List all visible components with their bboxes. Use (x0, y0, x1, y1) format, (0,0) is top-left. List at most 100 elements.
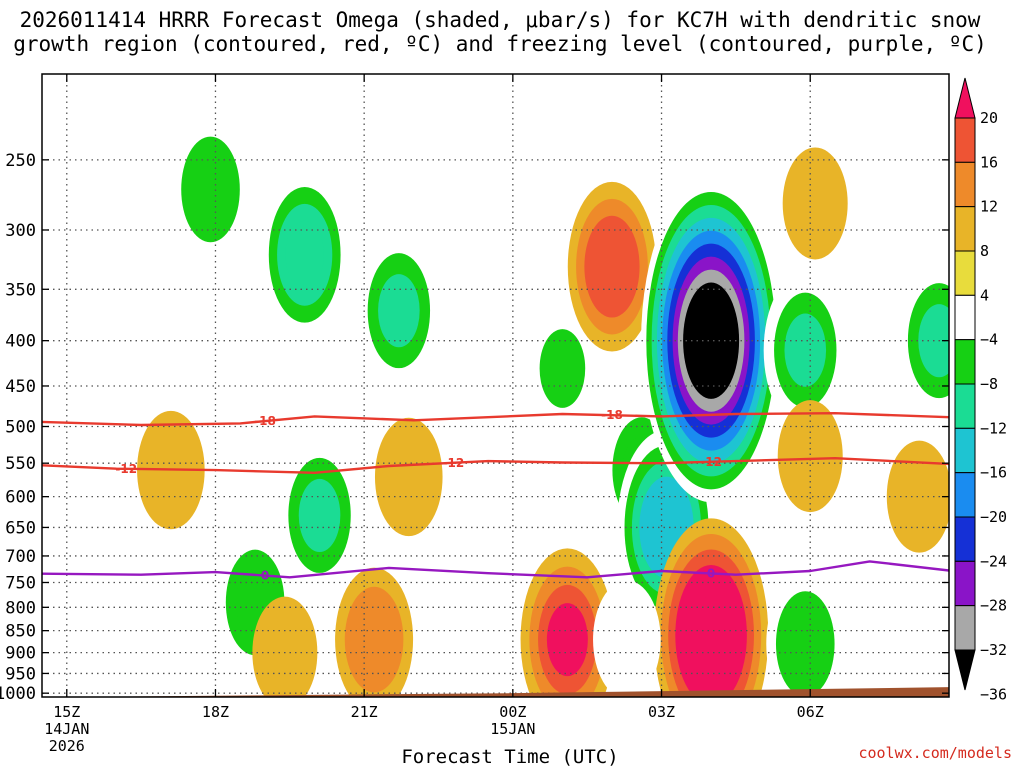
colorbar-label: −32 (980, 641, 1007, 659)
colorbar-segment (954, 560, 976, 607)
credit-text: coolwx.com/models (858, 744, 1012, 762)
omega-cell (335, 567, 414, 697)
colorbar-segment (954, 250, 976, 296)
contour-label: -18 (254, 414, 276, 428)
omega-band (784, 313, 827, 387)
y-tick-label: 550 (5, 454, 36, 474)
omega-cell (357, 232, 441, 390)
omega-band (191, 155, 231, 224)
omega-band (95, 153, 138, 225)
colorbar-label: 12 (980, 198, 998, 216)
colorbar-label: 4 (980, 286, 989, 304)
colorbar-segment (954, 427, 976, 474)
y-tick-label: 500 (5, 418, 36, 438)
omega-cell (260, 170, 349, 340)
colorbar-label: −36 (980, 685, 1007, 703)
omega-cell (82, 130, 151, 249)
colorbar-segment (954, 516, 976, 562)
omega-band (592, 232, 632, 301)
omega-cell (777, 400, 843, 513)
y-axis: 2503003504004505005506006507007508008509… (0, 151, 949, 704)
y-tick-label: 300 (5, 221, 36, 241)
omega-cell (171, 117, 250, 262)
y-tick-label: 950 (5, 664, 36, 684)
omega-cell (763, 271, 847, 429)
x-tick-label: 18Z (202, 703, 229, 721)
colorbar: 20 16 12 8 4 −4 −8 −12 −16 −20 −24 −28 −32 −36 (954, 77, 1007, 703)
colorbar-label: −4 (980, 331, 998, 349)
y-tick-label: 1000 (0, 684, 36, 704)
omega-cell (526, 302, 599, 435)
colorbar-label: −20 (980, 508, 1007, 526)
omega-cell (374, 417, 443, 537)
contour-label: -18 (601, 408, 623, 422)
omega-band (785, 610, 825, 678)
colorbar-segment (954, 294, 976, 341)
omega-band (285, 220, 324, 289)
omega-cell (520, 548, 615, 697)
contour-label: 0 (707, 567, 715, 581)
colorbar-segment (954, 339, 976, 385)
colorbar-segment (954, 117, 976, 163)
colorbar-label: 20 (980, 109, 998, 127)
colorbar-label: −16 (980, 464, 1007, 482)
contours: -18 -18 -12 -12 -12 0 0 (42, 408, 949, 583)
omega-band (546, 603, 588, 677)
y-tick-label: 750 (5, 573, 36, 593)
y-tick-label: 450 (5, 377, 36, 397)
chart-title: 2026011414 HRRR Forecast Omega (shaded, … (0, 8, 1000, 56)
x-axis-title: Forecast Time (UTC) (401, 746, 619, 768)
colorbar-top-arrow (954, 77, 976, 119)
colorbar-segment (954, 161, 976, 208)
colorbar-label: −24 (980, 552, 1007, 570)
ground-surface (42, 687, 949, 698)
x-tick-label: 21Z (351, 703, 378, 721)
x-tick-label: 06Z (797, 703, 824, 721)
contour-line (42, 560, 949, 579)
omega-cell (782, 147, 848, 260)
omega-band (605, 604, 648, 676)
contour-label: 0 (261, 569, 269, 583)
omega-cell (653, 518, 769, 697)
omega-cell (593, 580, 661, 697)
omega-cell (429, 281, 498, 400)
omega-cell (567, 181, 657, 352)
colorbar-label: 8 (980, 242, 989, 260)
omega-band (442, 305, 485, 377)
colorbar-bottom-arrow (954, 649, 976, 691)
y-tick-label: 900 (5, 644, 36, 664)
omega-band (789, 422, 831, 490)
omega-band (688, 295, 734, 386)
contour-line (42, 412, 949, 427)
omega-band (689, 596, 733, 675)
colorbar-segment (954, 206, 976, 252)
colorbar-label: −28 (980, 597, 1007, 615)
contour-label: -12 (443, 456, 465, 470)
title-line-2: growth region (contoured, red, ºC) and f… (13, 32, 987, 56)
omega-band (298, 478, 341, 553)
colorbar-label: −8 (980, 375, 998, 393)
omega-band (898, 463, 940, 531)
y-tick-label: 650 (5, 518, 36, 538)
y-tick-label: 700 (5, 547, 36, 567)
colorbar-segment (954, 472, 976, 518)
y-tick-label: 850 (5, 622, 36, 642)
y-tick-label: 800 (5, 598, 36, 618)
contour-line (42, 457, 949, 474)
omega-cell (277, 437, 362, 594)
colorbar-segment (954, 605, 976, 651)
x-tick-label: 00Z (499, 703, 526, 721)
x-tick-label: 15Z (53, 703, 80, 721)
y-tick-label: 350 (5, 280, 36, 300)
y-tick-label: 600 (5, 488, 36, 508)
y-tick-label: 250 (5, 151, 36, 171)
omega-band (539, 329, 586, 408)
colorbar-segment (954, 383, 976, 429)
omega-band (794, 169, 836, 238)
title-line-1: 2026011414 HRRR Forecast Omega (shaded, … (19, 8, 981, 32)
colorbar-label: 16 (980, 153, 998, 171)
omega-band (378, 274, 420, 348)
x-tick-label: 03Z (648, 703, 675, 721)
